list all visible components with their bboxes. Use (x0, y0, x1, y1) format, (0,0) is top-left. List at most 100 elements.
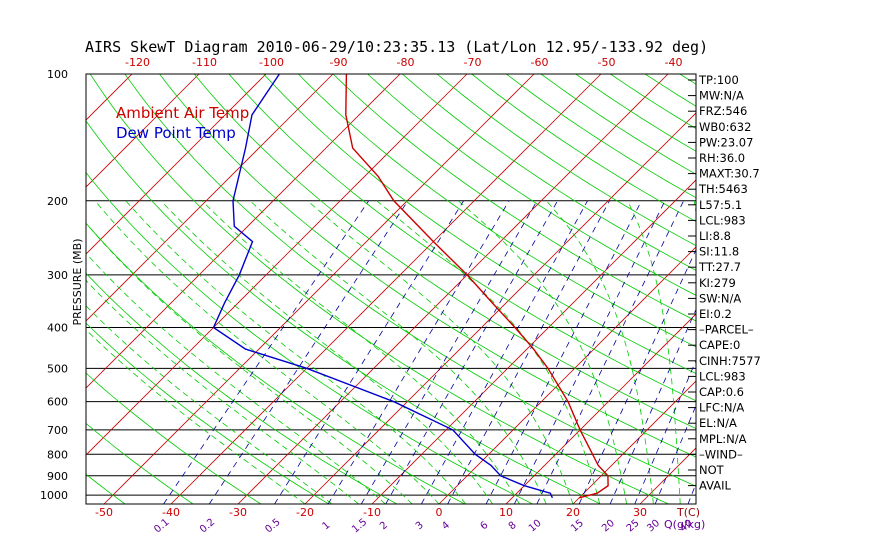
index-item: LI:8.8 (699, 229, 731, 243)
series-dew-point-temp (212, 74, 554, 499)
dry-adiabat--20 (86, 322, 330, 504)
dry-adiabat-120 (402, 74, 696, 271)
dry-adiabat-40 (124, 74, 696, 487)
isotherm--20 (304, 112, 696, 504)
chart-legend: Ambient Air Temp Dew Point Temp (116, 104, 249, 142)
top-temperature-axis: -120 -110 -100 -90 -80 -70 -60 -50 -40 (125, 56, 682, 69)
mixing-ratio-line-0.5 (274, 200, 464, 504)
plot-area: Ambient Air Temp Dew Point Temp (86, 74, 870, 504)
dry-adiabat-80 (263, 74, 696, 375)
isotherm-10 (505, 313, 696, 504)
dry-adiabat--40 (86, 422, 194, 504)
bottom-tick--20: -20 (296, 506, 314, 519)
pressure-tick-200: 200 (47, 195, 68, 208)
index-item: MAXT:30.7 (699, 167, 760, 181)
mixing-ratio-line-0.2 (208, 200, 409, 504)
mixing-ratio-tick-30: 30 (645, 518, 662, 535)
bottom-temperature-axis: -50 -40 -30 -20 -10 0 10 20 30 (95, 506, 647, 519)
index-item: EI:0.2 (699, 307, 732, 321)
y-axis-label: PRESSURE (MB) (71, 239, 84, 326)
index-item: TP:100 (698, 73, 739, 87)
index-item: –PARCEL– (699, 323, 754, 337)
mixing-ratio-line-0.1 (163, 200, 370, 504)
top-tick--80: -80 (397, 56, 415, 69)
pressure-axis: 100 200 300 400 500 600 700 800 900 1000 (40, 68, 68, 502)
moist-adiabat--16 (86, 305, 333, 504)
isotherm-50 (774, 74, 870, 504)
mixing-ratio-tick-2: 2 (378, 520, 390, 533)
mixing-ratio-tick-0-1: 0.1 (152, 517, 171, 536)
dry-adiabat-130 (436, 74, 696, 247)
isotherm--90 (86, 74, 267, 255)
mixing-ratio-line-1 (327, 200, 510, 504)
dry-adiabat-240 (819, 74, 870, 504)
isotherm-0 (438, 246, 696, 504)
moist-adiabat-28 (458, 200, 627, 504)
isotherm--30 (237, 74, 669, 504)
index-item: LCL:983 (699, 213, 746, 227)
dry-adiabat--50 (86, 473, 126, 504)
dry-adiabat-10 (86, 171, 533, 504)
dry-adiabat-230 (784, 74, 870, 504)
mixing-ratio-tick-0-5: 0.5 (263, 517, 282, 536)
index-item: WB0:632 (699, 120, 751, 134)
pressure-tick-800: 800 (47, 448, 68, 461)
isotherm--60 (86, 74, 468, 456)
pressure-tick-900: 900 (47, 470, 68, 483)
pressure-tick-300: 300 (47, 269, 68, 282)
isotherm--70 (86, 74, 401, 389)
moist-adiabat-0 (94, 200, 440, 504)
dry-adiabat-190 (644, 74, 696, 107)
mixing-ratio-tick-25: 25 (625, 518, 642, 535)
mixing-ratio-tick-15: 15 (569, 518, 586, 535)
mixing-ratio-lines (163, 200, 696, 504)
mixing-ratio-line-20 (609, 308, 696, 504)
isotherm--40 (170, 74, 602, 504)
bottom-tick--50: -50 (95, 506, 113, 519)
index-item: LFC:N/A (699, 401, 744, 415)
bottom-tick-10: 10 (499, 506, 513, 519)
dry-adiabat-170 (575, 74, 696, 152)
bottom-tick--40: -40 (162, 506, 180, 519)
mixing-ratio-axis: 0.1 0.2 0.5 1 1.5 2 3 4 6 8 10 15 20 25 30 40 (152, 517, 695, 536)
mixing-ratio-tick-0-2: 0.2 (198, 517, 217, 536)
index-item: CINH:7577 (699, 354, 761, 368)
top-tick--60: -60 (531, 56, 549, 69)
isotherm-60 (841, 74, 870, 504)
top-tick--70: -70 (464, 56, 482, 69)
index-item: LCL:983 (699, 369, 746, 383)
index-item: SI:11.8 (699, 245, 739, 259)
index-item: –WIND– (699, 447, 743, 461)
moist-adiabat-4 (125, 200, 467, 504)
dry-adiabat-110 (367, 74, 696, 296)
isobars (86, 74, 696, 496)
mixing-ratio-unit-label: Q(g/kg) (664, 518, 705, 531)
isotherm--80 (86, 74, 334, 322)
dry-adiabat-20 (86, 120, 601, 504)
mixing-ratio-tick-6: 6 (479, 520, 491, 533)
moist-adiabat--8 (86, 252, 386, 504)
moist-adiabats (86, 200, 696, 504)
mixing-ratio-line-6 (485, 200, 642, 504)
moist-adiabat--4 (86, 222, 413, 504)
legend-dew-point-temp: Dew Point Temp (116, 124, 236, 142)
sounding-series (212, 74, 609, 499)
index-item: L57:5.1 (699, 198, 742, 212)
mixing-ratio-line-1.5 (360, 200, 538, 504)
pressure-tick-700: 700 (47, 424, 68, 437)
index-item: RH:36.0 (699, 151, 745, 165)
mixing-ratio-tick-4: 4 (440, 520, 452, 533)
dry-adiabat-0 (86, 222, 465, 504)
dry-adiabat-220 (749, 74, 870, 504)
mixing-ratio-tick-3: 3 (414, 520, 426, 533)
legend-ambient-air-temp: Ambient Air Temp (116, 104, 249, 122)
dry-adiabat-250 (853, 74, 870, 504)
index-item: TT:27.7 (698, 260, 741, 274)
bottom-tick-0: 0 (436, 506, 443, 519)
pressure-tick-600: 600 (47, 396, 68, 409)
moist-adiabat-20 (307, 200, 574, 504)
dry-adiabat--10 (86, 272, 397, 504)
top-tick--50: -50 (598, 56, 616, 69)
